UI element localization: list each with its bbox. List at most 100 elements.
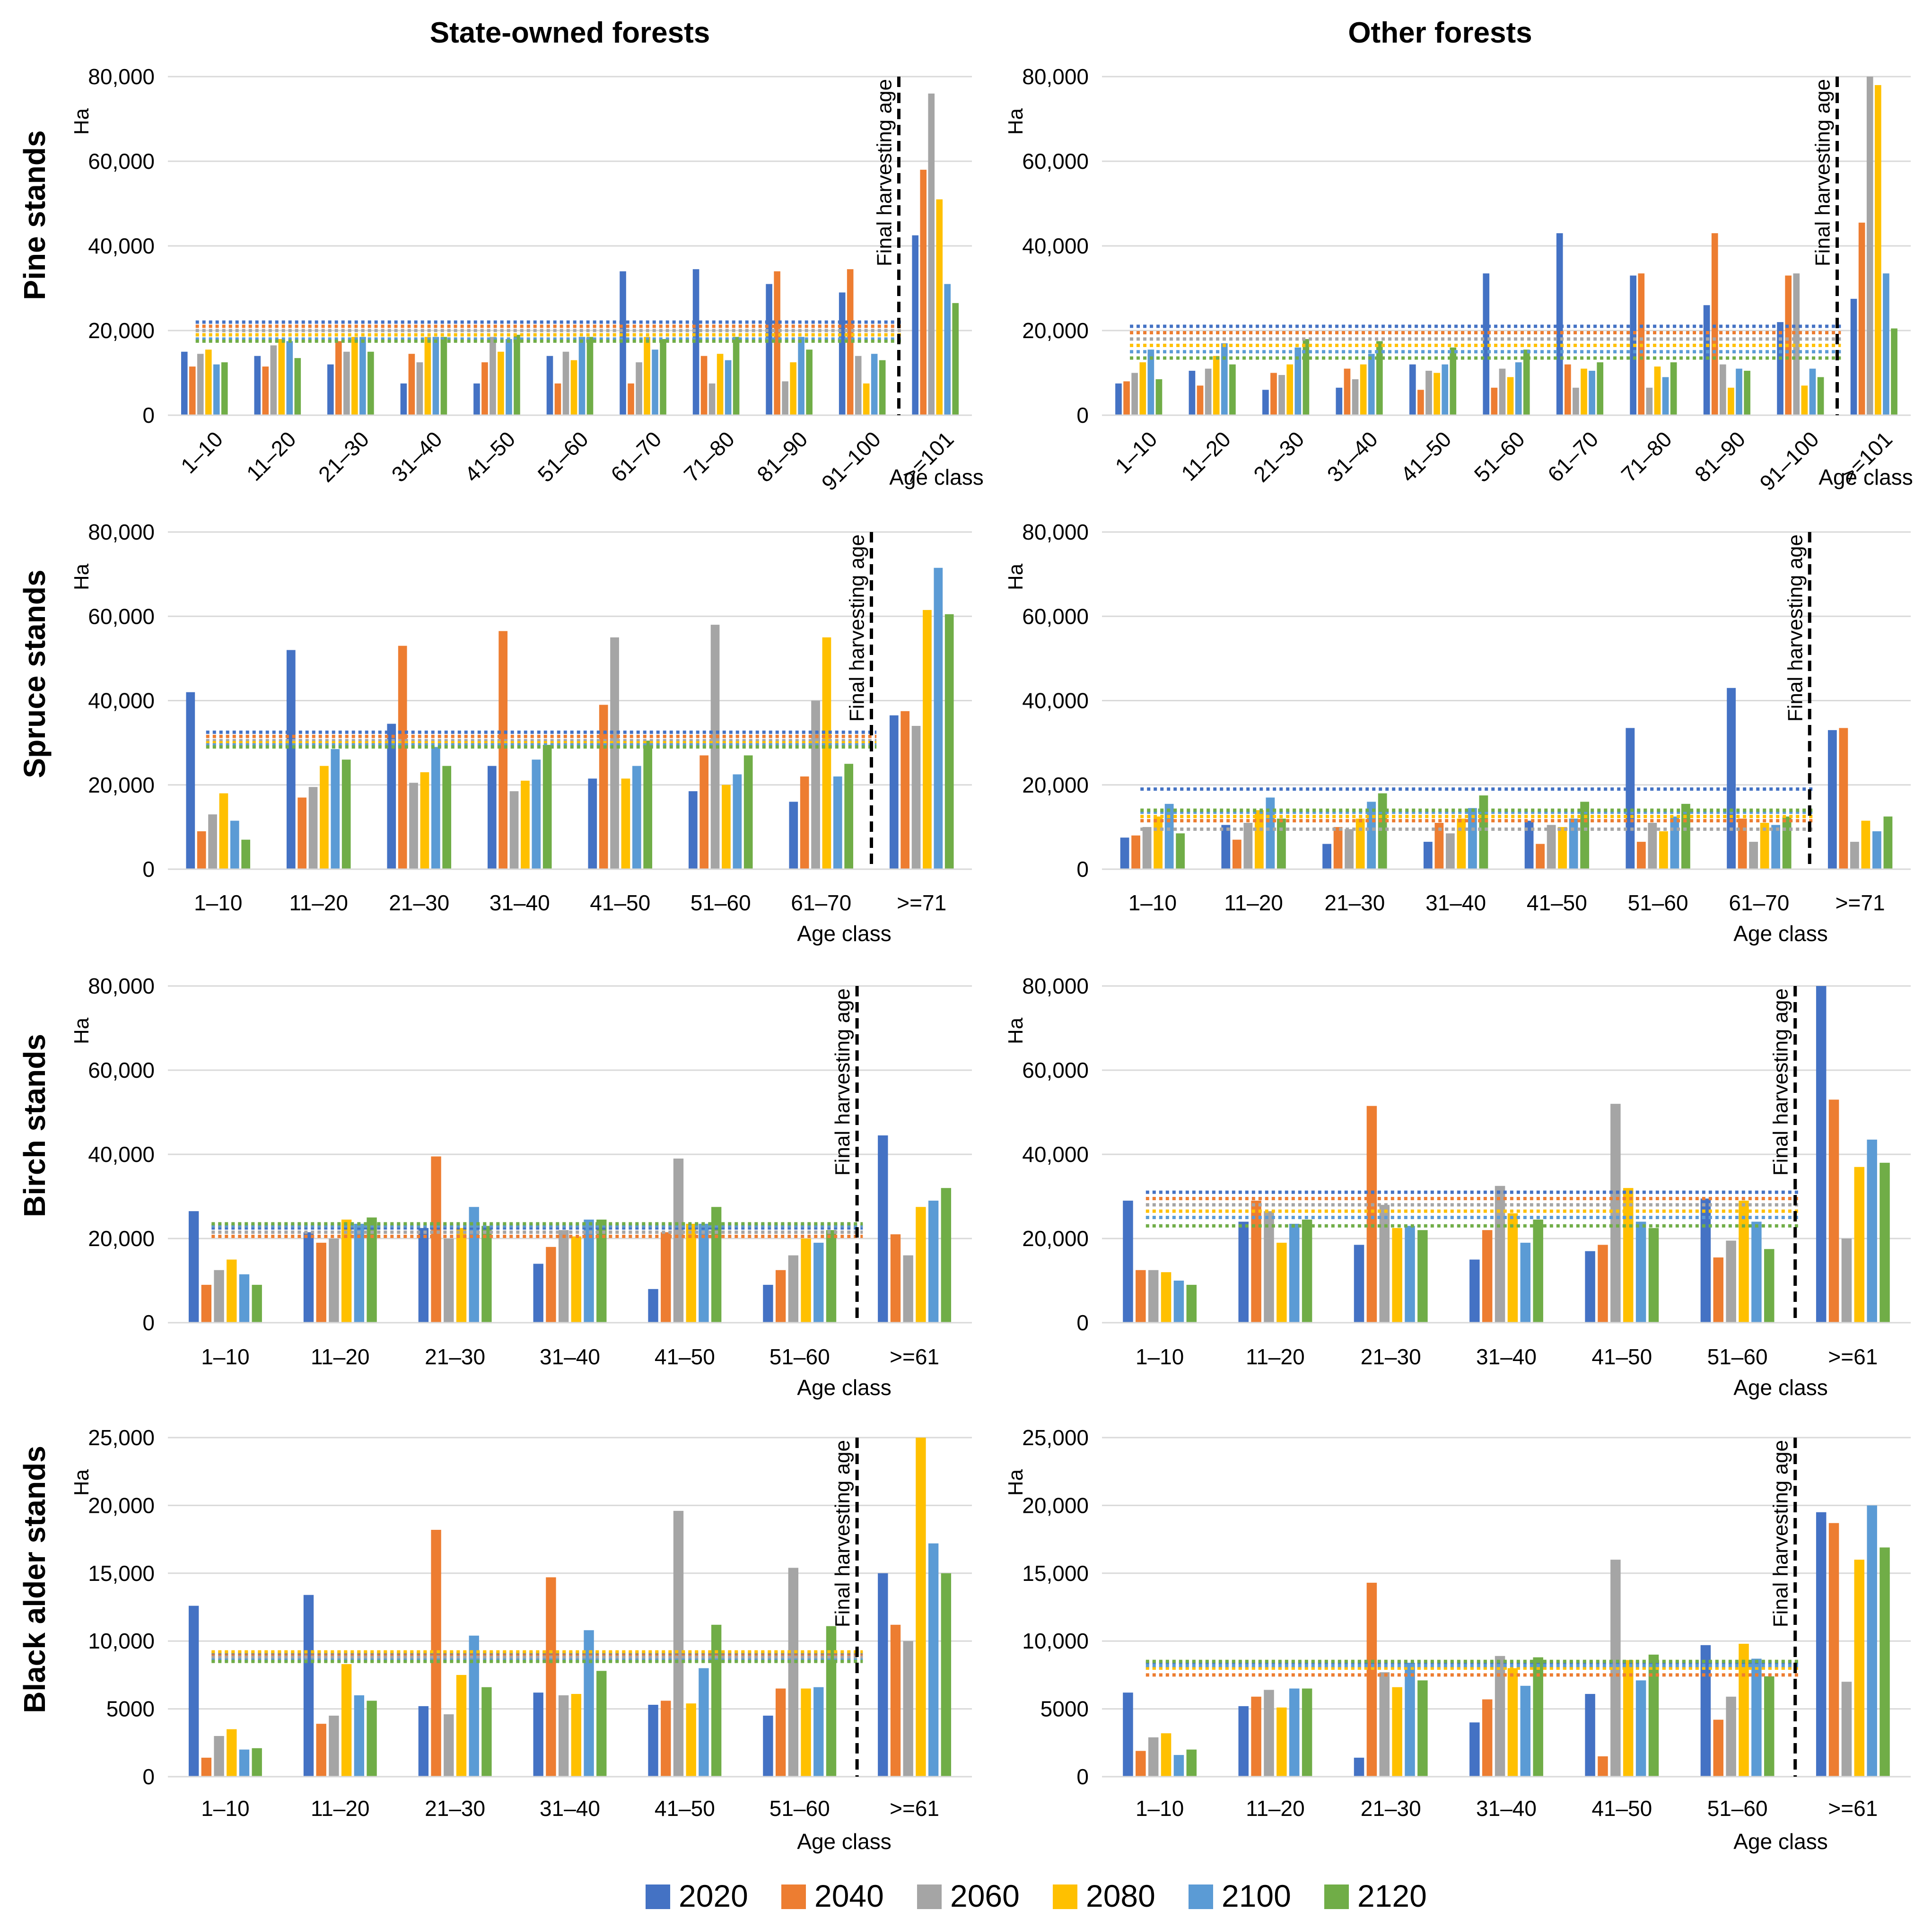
bar: [673, 1158, 684, 1323]
bar: [469, 1635, 479, 1777]
bar: [1445, 833, 1455, 869]
x-tick-label: 1–10: [194, 890, 242, 915]
bar: [1880, 1547, 1890, 1777]
bar: [766, 284, 772, 415]
bar: [1302, 1219, 1312, 1323]
bar: [1251, 1200, 1261, 1323]
x-tick-label: 31–40: [1425, 890, 1486, 915]
bar: [923, 610, 932, 869]
bar: [442, 766, 452, 869]
x-tick-label: >=61: [1828, 1796, 1878, 1821]
bar: [941, 1573, 952, 1777]
bar: [1276, 1242, 1287, 1323]
bar: [916, 1438, 926, 1777]
x-axis-title: Age class: [1733, 1375, 1827, 1400]
bar: [900, 711, 910, 869]
bar: [509, 791, 519, 869]
row-title-spruce: Spruce stands: [17, 569, 52, 778]
bar: [1491, 387, 1498, 415]
bar: [1598, 1756, 1608, 1777]
bar: [546, 356, 553, 415]
bar: [1558, 827, 1567, 869]
bar: [1495, 1186, 1505, 1323]
bar: [252, 1284, 262, 1323]
bar: [367, 1217, 377, 1323]
bar: [239, 1274, 250, 1323]
x-tick-label: 21–30: [1361, 1344, 1421, 1369]
bar: [1801, 385, 1808, 415]
x-tick-label: 61–70: [606, 427, 666, 487]
x-tick-label: 11–20: [242, 427, 301, 486]
x-tick-label: >=61: [890, 1796, 939, 1821]
bar: [1270, 373, 1277, 415]
bar: [481, 1226, 492, 1323]
y-axis-label: Ha: [1004, 1469, 1027, 1496]
bar: [387, 724, 396, 869]
x-tick-label: >=61: [890, 1344, 939, 1369]
bar: [863, 383, 870, 415]
bar: [1726, 1240, 1736, 1323]
bar: [542, 745, 552, 869]
bar: [790, 362, 796, 415]
bar: [1131, 373, 1138, 415]
bar: [1635, 1680, 1646, 1777]
x-tick-label: 31–40: [1476, 1796, 1537, 1821]
bar: [1221, 825, 1231, 869]
bar: [903, 1641, 913, 1777]
y-tick-label: 0: [142, 857, 155, 881]
x-tick-label: 41–50: [1591, 1796, 1652, 1821]
bar: [254, 356, 261, 415]
row-title-black-alder: Black alder stands: [17, 1446, 52, 1713]
bar: [686, 1703, 696, 1777]
bar: [571, 1694, 582, 1777]
bar: [219, 793, 228, 869]
x-tick-label: 11–20: [1246, 1796, 1305, 1821]
bar: [359, 337, 366, 415]
x-axis-title: Age class: [797, 921, 891, 946]
bar: [801, 1239, 811, 1323]
bar: [1392, 1687, 1402, 1777]
y-tick-label: 25,000: [88, 1425, 155, 1450]
bar: [1828, 1523, 1839, 1777]
bar: [221, 362, 228, 415]
bar: [1751, 1221, 1762, 1323]
bar: [1564, 364, 1571, 415]
y-tick-label: 40,000: [1022, 1142, 1089, 1167]
y-tick-label: 80,000: [88, 520, 155, 544]
y-tick-label: 40,000: [88, 234, 155, 258]
bar: [1556, 233, 1563, 415]
y-tick-label: 80,000: [88, 64, 155, 89]
bar: [628, 383, 634, 415]
harvest-line-label: Final harvesting age: [1811, 79, 1835, 266]
y-tick-label: 10,000: [1022, 1629, 1089, 1653]
chart-panel: 0 20,000 40,000 60,000 80,000 Ha Final harvest…: [70, 64, 984, 495]
bar: [1738, 819, 1747, 869]
bar: [1874, 85, 1881, 415]
bar: [208, 814, 217, 869]
bar: [189, 366, 196, 415]
bar: [621, 778, 630, 869]
bar: [661, 1701, 671, 1777]
bar: [1880, 1162, 1890, 1323]
bar: [1736, 368, 1742, 415]
bar: [1213, 356, 1220, 415]
bar: [409, 783, 418, 869]
bar: [1872, 831, 1881, 869]
bar: [341, 1664, 352, 1777]
bar: [686, 1223, 696, 1323]
bar: [351, 337, 358, 415]
bar: [1442, 364, 1449, 415]
bar: [578, 337, 586, 415]
bar: [188, 1605, 199, 1777]
bar: [733, 774, 742, 869]
bar: [1850, 842, 1859, 869]
bar: [890, 1234, 901, 1323]
bar: [303, 1595, 314, 1777]
bar: [648, 1704, 658, 1777]
bar: [1186, 1284, 1197, 1323]
bar: [1739, 1643, 1749, 1777]
bar: [1839, 728, 1848, 869]
bar: [1123, 1200, 1133, 1323]
bar: [554, 383, 561, 415]
bar: [1367, 802, 1376, 869]
